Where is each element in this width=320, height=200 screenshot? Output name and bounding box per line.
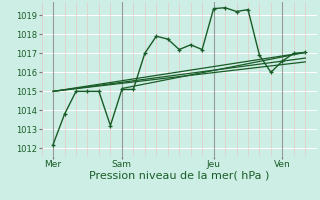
X-axis label: Pression niveau de la mer( hPa ): Pression niveau de la mer( hPa ) (89, 171, 269, 181)
